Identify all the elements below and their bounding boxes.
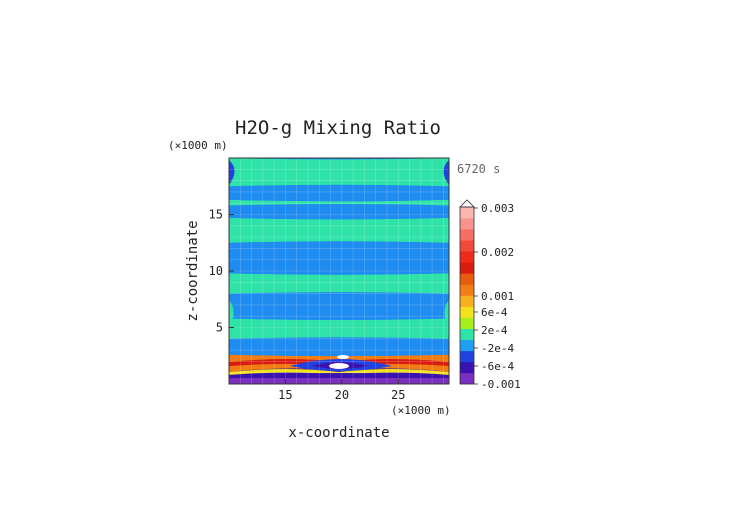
x-ticks: 15 20 25	[278, 379, 405, 402]
bottom-blue	[229, 373, 449, 378]
contour-band	[229, 241, 449, 275]
colorbar-swatch	[460, 306, 474, 318]
colorbar-label: 2e-4	[481, 324, 508, 337]
colorbar-swatch	[460, 317, 474, 329]
bottom-purple	[229, 378, 449, 384]
y-tick-label: 10	[209, 264, 223, 278]
y-tick-label: 15	[209, 208, 223, 222]
time-label: 6720 s	[457, 162, 500, 176]
contour-band	[229, 292, 449, 320]
colorbar-label: -2e-4	[481, 342, 514, 355]
x-tick-label: 15	[278, 388, 292, 402]
y-axis-units: (×1000 m)	[168, 139, 228, 152]
contour-band	[229, 203, 449, 220]
colorbar-swatch	[460, 240, 474, 252]
white-gap	[329, 363, 349, 369]
x-axis-units: (×1000 m)	[391, 404, 451, 417]
colorbar-swatch	[460, 372, 474, 385]
colorbar-swatch	[460, 350, 474, 363]
colorbar-label: -0.001	[481, 378, 521, 391]
colorbar-labels: 0.003 0.002 0.001 6e-4 2e-4 -2e-4 -6e-4 -0.001	[474, 202, 521, 391]
right-plume	[444, 300, 449, 330]
left-plume	[229, 300, 234, 330]
colorbar-swatch	[460, 361, 474, 374]
colorbar-label: 0.002	[481, 246, 514, 259]
yellow-band	[229, 369, 449, 375]
colorbar-swatch	[460, 229, 474, 241]
colorbar-swatch	[460, 273, 474, 285]
colorbar-swatch	[460, 218, 474, 230]
right-top-corner	[443, 160, 449, 185]
y-tick-label: 5	[216, 321, 223, 335]
colorbar-swatch	[460, 251, 474, 263]
colorbar-extend-triangle	[459, 199, 475, 208]
left-top-corner	[229, 160, 235, 185]
colorbar-swatch	[460, 262, 474, 274]
plot-area	[229, 158, 449, 384]
contour-features	[229, 160, 449, 384]
x-tick-label: 20	[335, 388, 349, 402]
y-ticks: 5 10 15	[209, 208, 234, 335]
colorbar	[459, 199, 475, 385]
grid	[229, 158, 449, 384]
x-axis-label: x-coordinate	[288, 425, 389, 441]
colorbar-frame	[459, 206, 475, 385]
colorbar-label: 0.001	[481, 290, 514, 303]
chart-title: H2O-g Mixing Ratio	[235, 117, 441, 139]
contour-band	[229, 217, 449, 243]
y-axis-label: z-coordinate	[185, 220, 201, 321]
colorbar-swatch	[460, 284, 474, 296]
colorbar-label: 0.003	[481, 202, 514, 215]
colorbar-swatch	[460, 328, 474, 341]
colorbar-label: -6e-4	[481, 360, 514, 373]
contour-band	[229, 158, 449, 187]
contour-band	[229, 273, 449, 294]
colorbar-swatch	[460, 207, 474, 219]
colorbar-label: 6e-4	[481, 306, 508, 319]
contour-band	[229, 318, 449, 339]
contour-band	[229, 199, 449, 206]
white-gap-upper	[337, 355, 349, 359]
contour-band	[229, 337, 449, 357]
contour-band	[229, 184, 449, 202]
colorbar-swatch	[460, 339, 474, 352]
colorbar-swatch	[460, 295, 474, 307]
x-tick-label: 25	[391, 388, 405, 402]
